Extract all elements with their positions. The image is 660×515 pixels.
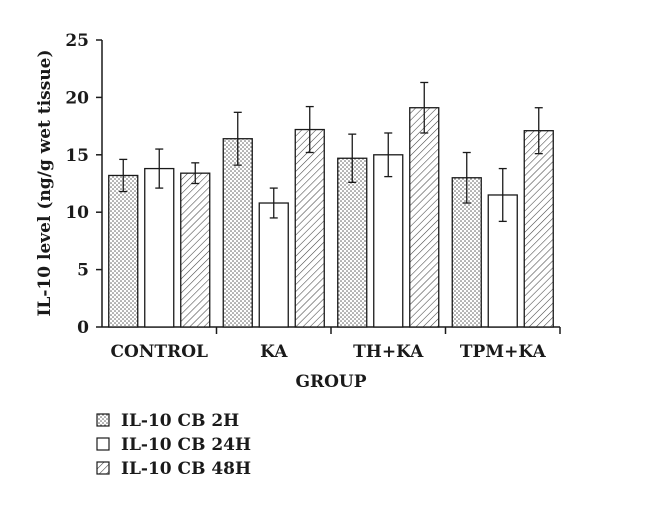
legend-label: IL-10 CB 2H [121, 411, 239, 431]
bar [373, 154, 404, 328]
bar [409, 107, 440, 328]
y-tick-label: 25 [65, 31, 89, 51]
y-tick-label: 0 [77, 318, 89, 338]
bar [108, 174, 139, 328]
x-axis-title: GROUP [295, 372, 366, 392]
bar [144, 167, 175, 328]
x-category-label: CONTROL [111, 342, 208, 362]
y-tick-label: 10 [65, 203, 89, 223]
x-category-label: KA [260, 342, 288, 362]
x-ticks: CONTROL KA TH+KA TPM+KA [111, 327, 561, 362]
bar [523, 130, 554, 328]
legend-label: IL-10 CB 48H [121, 459, 251, 479]
legend-swatch [96, 461, 110, 475]
error-bars [119, 81, 543, 223]
y-ticks: 0 5 10 15 20 25 [65, 31, 102, 338]
legend: IL-10 CB 2H IL-10 CB 24H IL-10 CB 48H [96, 411, 251, 479]
legend-swatch [96, 413, 110, 427]
bar [337, 157, 368, 328]
bar [258, 202, 289, 328]
y-tick-label: 5 [77, 261, 89, 281]
bar [180, 172, 211, 328]
y-tick-label: 15 [65, 146, 89, 166]
x-category-label: TPM+KA [460, 342, 547, 362]
y-axis-title: IL-10 level (ng/g wet tissue) [35, 49, 55, 316]
y-tick-label: 20 [65, 88, 89, 108]
x-category-label: TH+KA [353, 342, 424, 362]
bar [222, 138, 253, 328]
bar [294, 128, 325, 328]
legend-swatch [96, 437, 110, 451]
legend-label: IL-10 CB 24H [121, 435, 251, 455]
bars [108, 107, 554, 328]
